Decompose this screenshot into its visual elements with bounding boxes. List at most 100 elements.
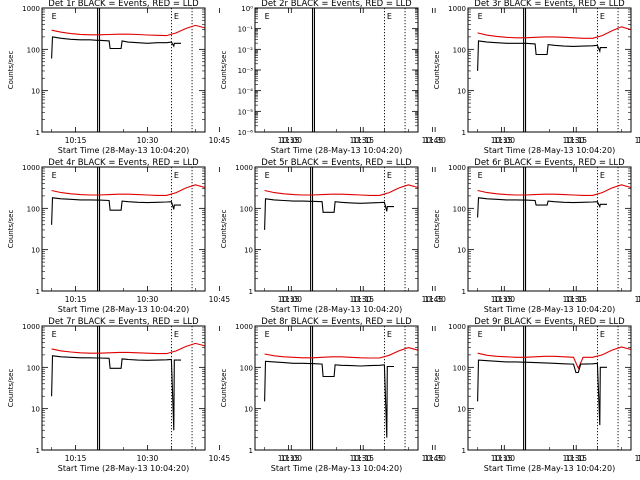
event-marker-label: E [265, 330, 270, 339]
x-tick-label: 11:30 [424, 136, 446, 145]
chart-panel-2: Det 2r BLACK = Events, RED = LLD Counts/s… [220, 0, 640, 155]
y-tick-label: 1 [462, 129, 466, 137]
y-tick-label: 100 [240, 364, 253, 372]
x-tick-label: 10:15 [491, 136, 513, 145]
y-axis-label: Counts/sec [433, 369, 441, 408]
x-tick-label: 10:15 [65, 136, 87, 145]
y-tick-label: 1000 [22, 164, 40, 172]
y-axis-label: Counts/sec [433, 210, 441, 249]
x-tick-label: 11:30 [424, 295, 446, 304]
y-tick-label: 10 [31, 406, 40, 414]
x-tick-label: 10:30 [350, 136, 372, 145]
y-tick-label: 1 [462, 288, 466, 296]
y-tick-label: 1000 [235, 164, 253, 172]
y-tick-label: 1000 [448, 164, 466, 172]
x-tick-label: 10:30 [563, 295, 585, 304]
x-tick-label: 10:15 [278, 136, 300, 145]
event-marker-label: E [478, 12, 483, 21]
series-line-events [264, 360, 394, 438]
x-tick-label: 11:30 [637, 136, 640, 145]
y-tick-label: 1000 [448, 323, 466, 331]
x-axis-label: Start Time (28-May-13 10:04:20) [484, 146, 615, 155]
x-tick-label: 11:00 [280, 136, 302, 145]
series-line-events [477, 359, 607, 426]
y-tick-label: 10 [244, 406, 253, 414]
x-tick-label: 10:15 [491, 454, 513, 463]
x-tick-label: 10:30 [563, 136, 585, 145]
x-axis-label: Start Time (28-May-13 10:04:20) [484, 305, 615, 314]
x-tick-label: 11:00 [493, 136, 515, 145]
y-tick-label: 10 [457, 247, 466, 255]
series-line-events [51, 197, 181, 225]
x-axis-label: Start Time (28-May-13 10:04:20) [271, 305, 402, 314]
chart-panel-1: Det 1r BLACK = Events, RED = LLD Counts/s… [7, 0, 446, 155]
series-line-events [477, 40, 607, 71]
event-marker-label: E [600, 330, 605, 339]
y-tick-label: 100 [453, 46, 466, 54]
plot-frame [41, 166, 206, 292]
x-tick-label: 11:30 [637, 454, 640, 463]
event-marker-label: E [387, 171, 392, 180]
chart-title: Det 7r BLACK = Events, RED = LLD [48, 317, 199, 327]
y-tick-label: 10 [31, 247, 40, 255]
y-axis-label: Counts/sec [7, 51, 15, 90]
chart-title: Det 9r BLACK = Events, RED = LLD [474, 317, 625, 327]
x-tick-label: 10:45 [635, 136, 640, 145]
chart-title: Det 2r BLACK = Events, RED = LLD [261, 0, 412, 9]
event-marker-label: E [52, 171, 57, 180]
series-line-lld [264, 184, 419, 196]
x-tick-label: 11:00 [280, 295, 302, 304]
y-tick-label: 1000 [22, 5, 40, 13]
y-tick-label: 1 [462, 447, 466, 455]
y-tick-label: 100 [27, 205, 40, 213]
chart-panel-7: Det 7r BLACK = Events, RED = LLD Counts/s… [7, 317, 446, 473]
x-tick-label: 10:45 [209, 295, 231, 304]
x-axis-label: Start Time (28-May-13 10:04:20) [58, 464, 189, 473]
y-axis-label: Counts/sec [220, 369, 228, 408]
chart-title: Det 5r BLACK = Events, RED = LLD [261, 158, 412, 168]
chart-panel-4: Det 4r BLACK = Events, RED = LLD Counts/s… [7, 158, 446, 314]
x-tick-label: 11:15 [565, 454, 587, 463]
y-tick-label: 10⁻⁶ [238, 129, 254, 137]
y-tick-label: 100 [27, 364, 40, 372]
x-axis-label: Start Time (28-May-13 10:04:20) [58, 146, 189, 155]
x-tick-label: 11:30 [637, 295, 640, 304]
series-line-lld [51, 24, 206, 37]
chart-title: Det 1r BLACK = Events, RED = LLD [48, 0, 199, 9]
x-tick-label: 11:15 [352, 295, 374, 304]
event-marker-label: E [174, 12, 179, 21]
event-marker-label: E [174, 171, 179, 180]
x-tick-label: 10:45 [635, 454, 640, 463]
y-tick-label: 100 [27, 46, 40, 54]
x-tick-label: 11:00 [493, 454, 515, 463]
event-marker-label: E [265, 171, 270, 180]
y-tick-label: 10⁻³ [238, 67, 254, 75]
x-axis-label: Start Time (28-May-13 10:04:20) [271, 146, 402, 155]
x-tick-label: 11:00 [493, 295, 515, 304]
x-tick-label: 10:45 [635, 295, 640, 304]
y-axis-label: Counts/sec [220, 51, 228, 90]
series-line-lld [477, 26, 632, 39]
x-tick-label: 10:30 [563, 454, 585, 463]
x-tick-label: 10:30 [137, 295, 159, 304]
y-tick-label: 10⁰ [241, 5, 253, 13]
event-marker-label: E [174, 330, 179, 339]
event-marker-label: E [478, 171, 483, 180]
y-tick-label: 10⁻⁴ [238, 88, 254, 96]
event-marker-label: E [387, 330, 392, 339]
x-tick-label: 11:15 [352, 454, 374, 463]
x-tick-label: 11:30 [424, 454, 446, 463]
y-tick-label: 10⁻¹ [238, 26, 254, 34]
y-tick-label: 1 [36, 447, 40, 455]
series-line-lld [51, 342, 206, 355]
plot-frame [41, 325, 206, 451]
y-tick-label: 1000 [448, 5, 466, 13]
event-marker-label: E [600, 12, 605, 21]
y-tick-label: 10 [244, 247, 253, 255]
x-tick-label: 11:15 [565, 136, 587, 145]
plot-frame [254, 166, 419, 292]
series-line-events [477, 197, 607, 218]
y-tick-label: 1000 [235, 323, 253, 331]
chart-panel-6: Det 6r BLACK = Events, RED = LLD Counts/s… [433, 158, 640, 314]
